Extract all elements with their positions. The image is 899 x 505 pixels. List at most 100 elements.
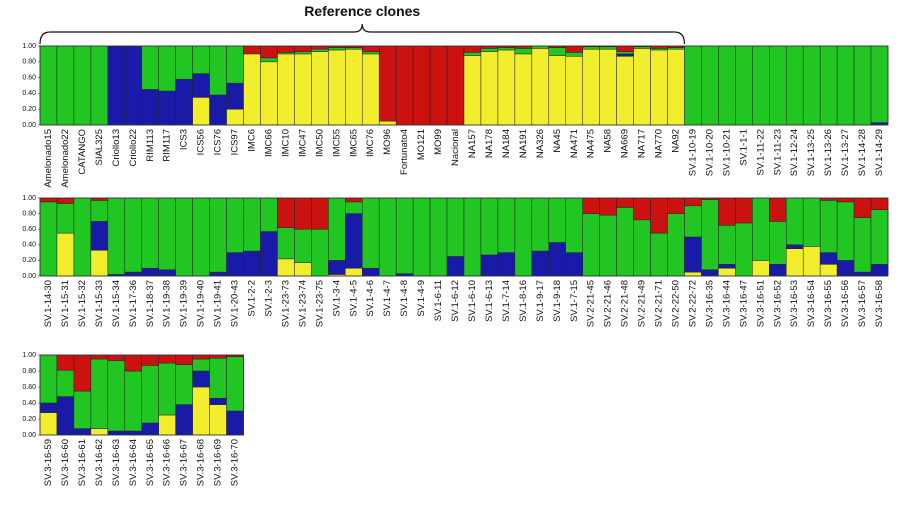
y-tick-label: 0.40 <box>22 242 36 249</box>
y-tick-label: 0.20 <box>22 257 36 264</box>
bar-segment <box>124 370 143 432</box>
x-tick-label: SV.1-20-43 <box>230 280 241 327</box>
bar-segment <box>785 248 804 277</box>
bar-segment <box>107 354 126 361</box>
bar-segment <box>73 428 92 436</box>
bar-segment <box>192 45 210 74</box>
x-tick-label: SV.1-23-73 <box>280 280 291 327</box>
x-tick-label: MO121 <box>416 129 427 160</box>
x-tick-label: SV.1-14-28 <box>857 129 868 176</box>
bar-segment <box>294 51 312 55</box>
bar-segment <box>514 48 533 55</box>
bar-segment <box>616 207 634 277</box>
x-tick-label: SV.3-16-55 <box>823 280 834 327</box>
bar-segment <box>870 197 889 210</box>
bar-segment <box>209 45 227 96</box>
bar-segment <box>192 370 210 388</box>
bar-segment <box>328 47 346 51</box>
x-tick-label: SV.1-4-6 <box>365 280 376 317</box>
x-tick-label: SV.3-16-51 <box>755 280 766 327</box>
bar-segment <box>141 354 159 366</box>
bar-segment <box>56 369 75 397</box>
x-tick-label: NA669 <box>620 129 631 158</box>
bar-segment <box>311 45 329 50</box>
bar-segment <box>752 45 770 126</box>
bar-segment <box>361 51 380 55</box>
bar-segment <box>192 354 210 360</box>
x-tick-label: SV.1-15-32 <box>77 280 88 327</box>
bar-segment <box>294 228 312 263</box>
bar-segment <box>599 214 617 277</box>
bar-segment <box>192 97 210 126</box>
bar-segment <box>328 197 346 261</box>
x-tick-label: IMC6 <box>247 129 258 152</box>
bar-segment <box>277 227 295 260</box>
bar-segment <box>701 269 719 277</box>
x-tick-label: SV.1-18-37 <box>145 280 156 327</box>
x-tick-label: Fortunato4 <box>399 129 410 175</box>
bar-segment <box>718 45 736 126</box>
bar-segment <box>260 61 278 126</box>
bar-segment <box>107 45 126 126</box>
bar-segment <box>175 45 193 80</box>
x-tick-label: IMC55 <box>331 129 342 157</box>
bar-segment <box>158 45 176 92</box>
bar-segment <box>802 246 821 277</box>
bar-segment <box>633 219 651 277</box>
bar-segment <box>565 45 583 53</box>
x-tick-label: NA475 <box>586 129 597 158</box>
bar-segment <box>124 197 143 273</box>
x-tick-label: SV.3-16-47 <box>738 280 749 327</box>
bar-segment <box>226 82 244 110</box>
x-tick-label: SV.2-22-72 <box>687 280 698 327</box>
bar-segment <box>311 51 329 126</box>
x-tick-label: RIM113 <box>145 129 156 162</box>
bar-segment <box>565 252 583 277</box>
x-tick-label: SV.3-16-56 <box>840 280 851 327</box>
bar-segment <box>73 45 92 126</box>
bar-segment <box>684 236 702 273</box>
x-tick-label: NA184 <box>501 129 512 158</box>
x-tick-label: SV.1-19-38 <box>162 280 173 327</box>
bar-segment <box>124 271 143 277</box>
bracket <box>39 23 686 45</box>
x-tick-label: SV.1-6-12 <box>450 280 461 322</box>
x-tick-label: SV.3-16-58 <box>874 280 885 327</box>
bar-segment <box>819 264 838 277</box>
bar-segment <box>345 201 363 214</box>
bar-segment <box>853 197 872 218</box>
x-tick-label: SV.1-7-15 <box>569 280 580 322</box>
y-tick-label: 0.80 <box>22 368 36 375</box>
bar-segment <box>548 47 567 56</box>
bar-segment <box>209 357 227 399</box>
x-tick-label: SV.1-15-33 <box>94 280 105 327</box>
bar-segment <box>192 358 210 372</box>
bar-segment <box>175 364 193 405</box>
x-tick-label: SV.1-4-7 <box>382 280 393 317</box>
bar-segment <box>124 354 143 372</box>
bar-segment <box>226 197 244 253</box>
bar-segment <box>463 45 482 53</box>
x-tick-label: SV.3-16-66 <box>162 439 173 486</box>
bar-segment <box>836 260 855 277</box>
y-tick-label: 0.60 <box>22 226 36 233</box>
x-tick-label: SV.1-14-29 <box>874 129 885 176</box>
x-tick-label: SV.1-14-30 <box>43 280 54 327</box>
annotation: Reference clones <box>304 3 420 19</box>
bar-segment <box>412 197 431 277</box>
x-tick-label: SV.1-15-31 <box>60 280 71 327</box>
bar-segment <box>328 260 346 275</box>
bar-segment <box>395 45 414 126</box>
bar-segment <box>243 197 261 252</box>
bar-segment <box>90 428 109 436</box>
x-tick-label: NA471 <box>569 129 580 158</box>
bar-segment <box>446 45 465 126</box>
x-tick-label: SV.3-16-52 <box>772 280 783 327</box>
bar-segment <box>718 225 736 265</box>
x-tick-label: NA157 <box>467 129 478 158</box>
x-tick-label: Nacional <box>450 129 461 166</box>
bar-segment <box>175 78 193 126</box>
bar-segment <box>870 45 889 123</box>
bar-segment <box>158 269 176 277</box>
x-tick-label: RIM117 <box>162 129 173 162</box>
